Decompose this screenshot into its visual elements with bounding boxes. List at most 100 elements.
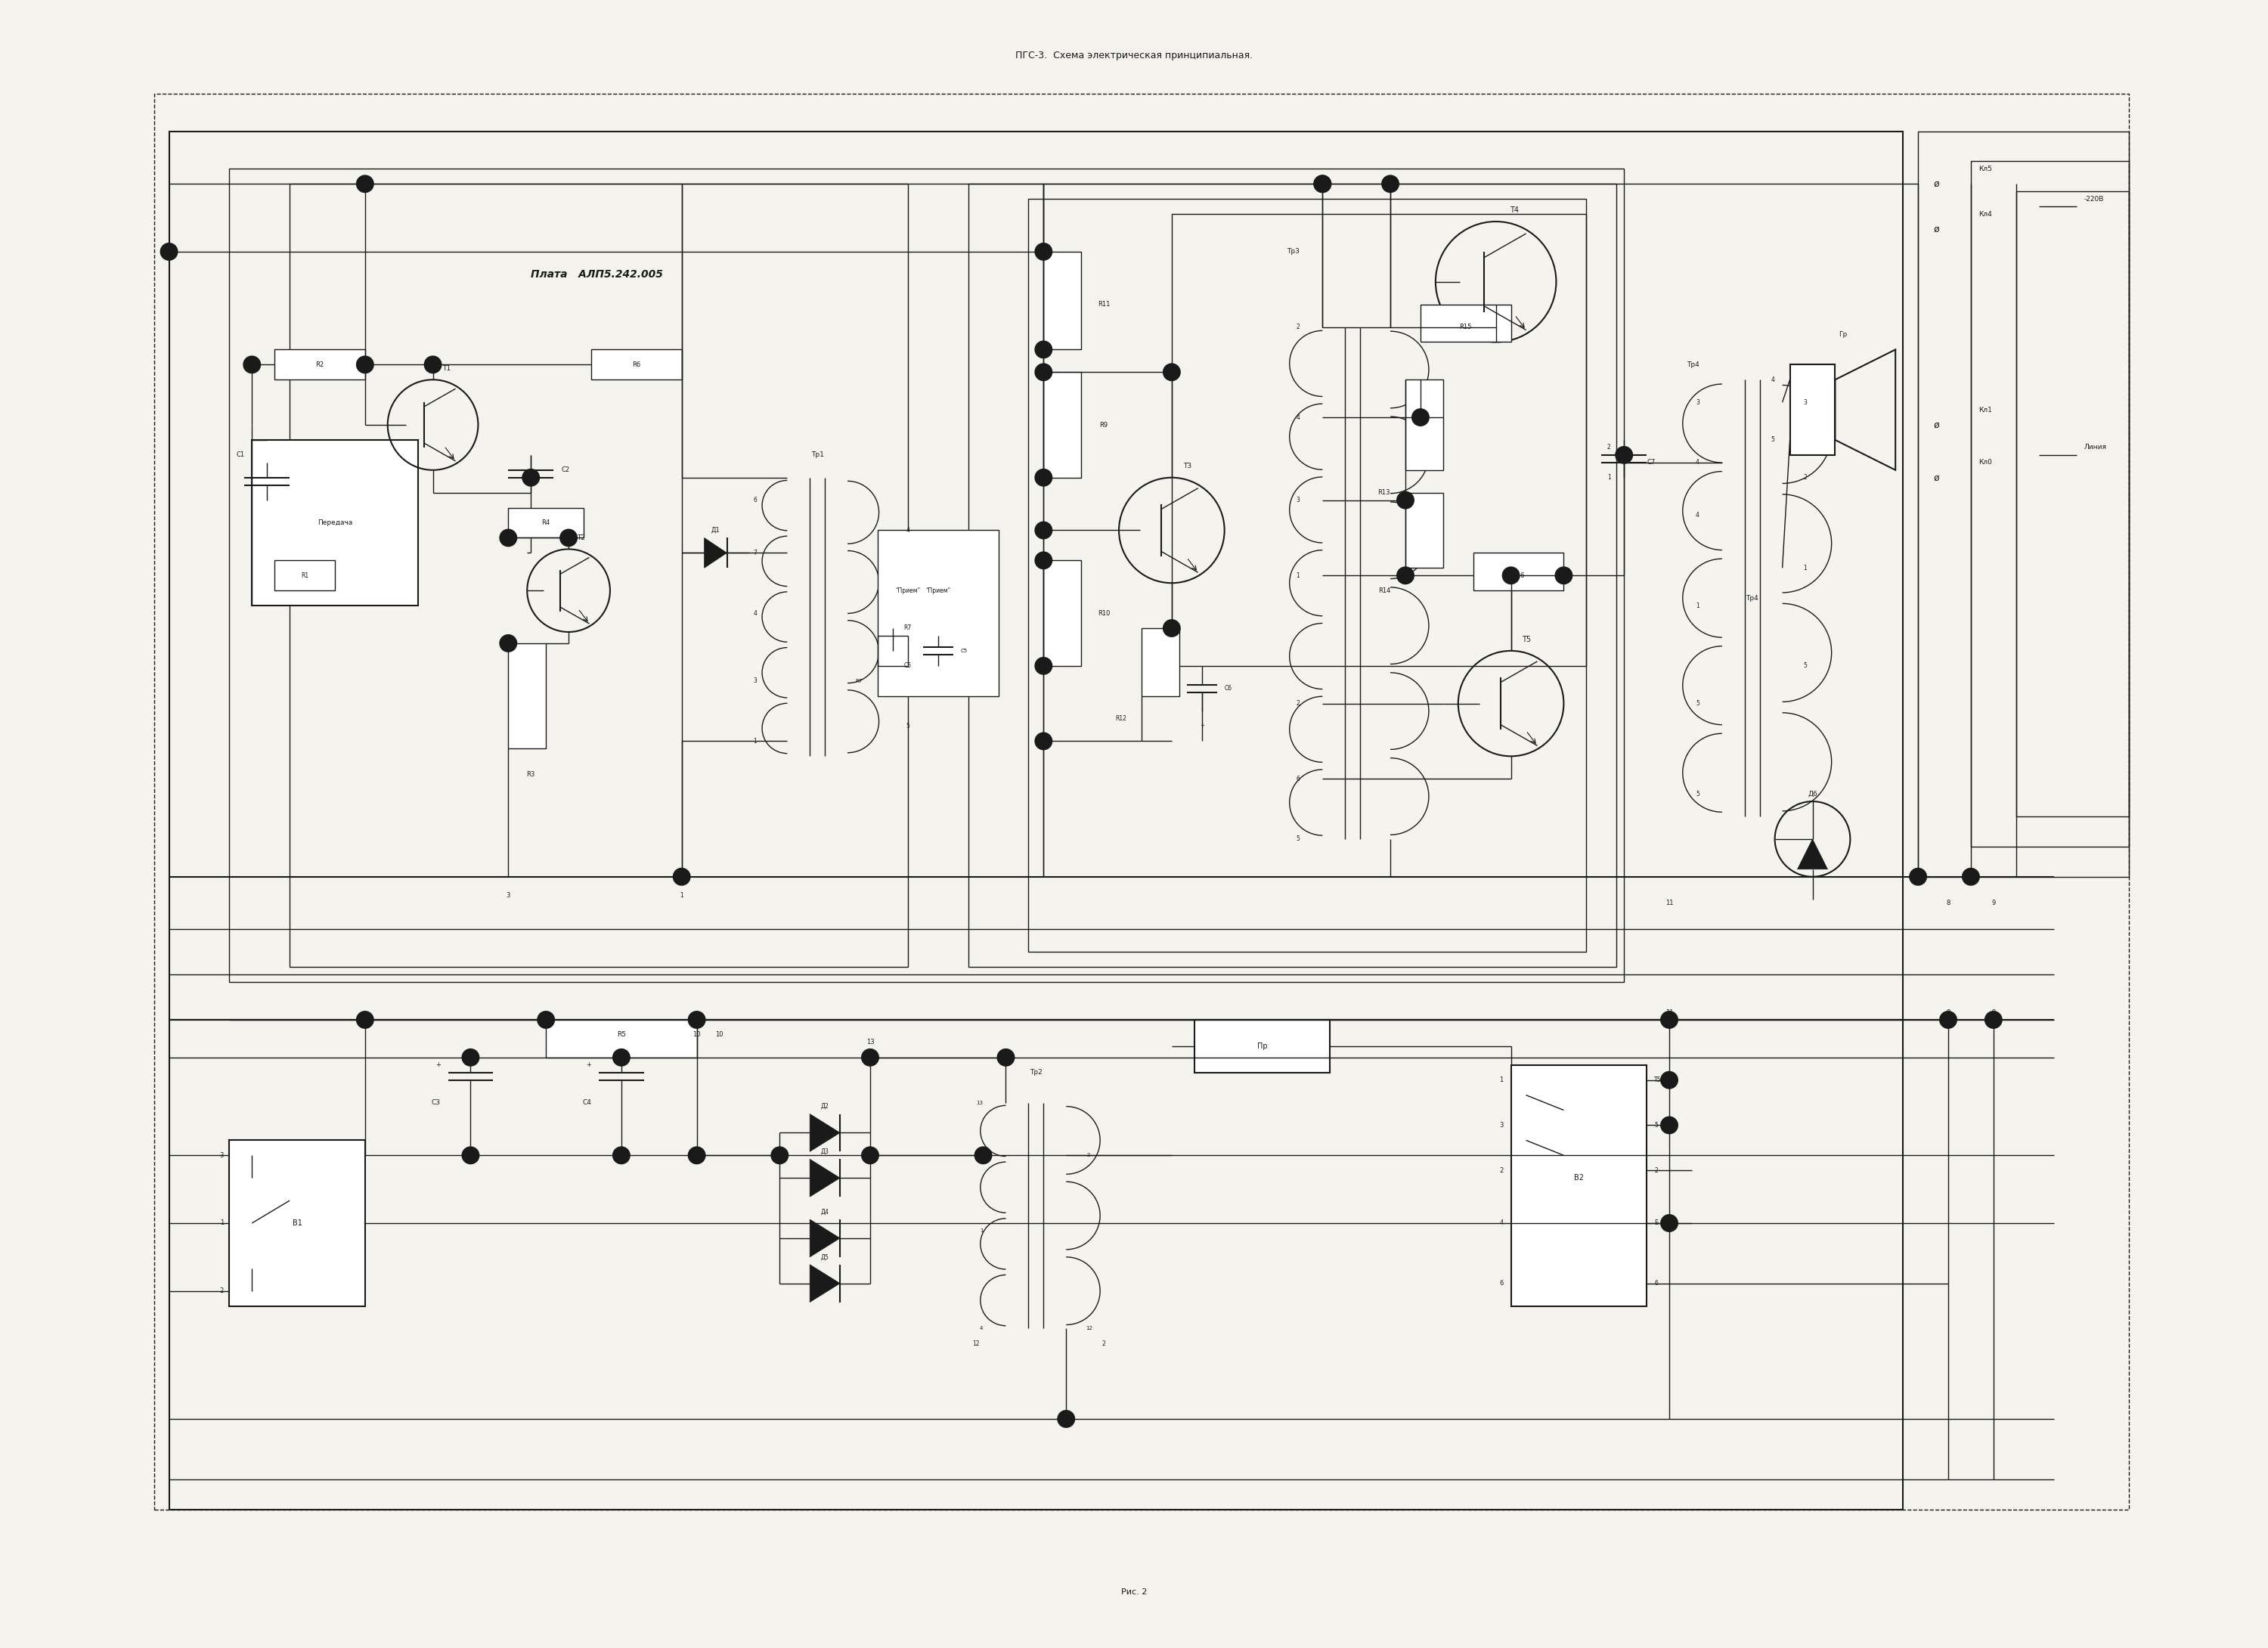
Text: T5: T5 [1653,1076,1662,1083]
Text: 10: 10 [714,1032,723,1038]
Text: Рис. 2: Рис. 2 [1120,1589,1148,1595]
Text: 3: 3 [220,1152,225,1159]
Polygon shape [1799,839,1828,868]
Text: 6: 6 [753,496,758,504]
Text: T3: T3 [1184,463,1191,470]
Bar [1406,379,1442,470]
Bar [1141,628,1179,695]
Circle shape [862,1048,880,1066]
Circle shape [1554,567,1572,585]
Text: R3: R3 [526,771,535,778]
Text: 4: 4 [905,527,909,534]
Text: 5: 5 [1297,836,1300,842]
Text: Д6: Д6 [1808,791,1817,798]
Text: T5: T5 [1522,636,1531,643]
Text: 1: 1 [220,1220,225,1226]
Circle shape [356,175,374,193]
Circle shape [161,242,179,260]
Circle shape [522,468,540,486]
Text: R15: R15 [1461,323,1472,330]
Circle shape [612,1147,631,1165]
Circle shape [862,1147,880,1165]
Circle shape [1660,1215,1678,1233]
Text: 9: 9 [1991,1009,1996,1015]
Text: 5: 5 [1696,700,1699,707]
Circle shape [1034,242,1052,260]
Text: 3: 3 [1297,496,1300,504]
Text: Кл4: Кл4 [1978,211,1991,218]
Text: 4: 4 [1297,414,1300,420]
Text: Д5: Д5 [821,1254,830,1261]
Text: R11: R11 [1098,302,1109,308]
Bar [290,185,907,967]
Text: +: + [585,1061,592,1068]
Text: 5: 5 [1696,791,1699,798]
Text: Тр3: Тр3 [1288,249,1300,255]
Text: Тр4: Тр4 [1687,361,1699,368]
Circle shape [1984,1010,2003,1028]
Text: 2: 2 [1297,323,1300,330]
Text: 13: 13 [866,1038,873,1046]
Bar [1420,305,1510,343]
Bar [592,349,683,379]
Circle shape [1411,409,1429,427]
Text: +: + [435,1061,440,1068]
Text: 2: 2 [1499,1167,1504,1173]
Text: 4: 4 [1696,460,1699,466]
Bar [1173,214,1585,666]
Circle shape [674,868,692,885]
Circle shape [1057,1411,1075,1427]
Text: R14: R14 [1379,587,1390,593]
Text: Тр1: Тр1 [812,452,823,458]
Circle shape [612,1048,631,1066]
Bar [1919,132,2130,877]
Text: Д1: Д1 [712,527,719,534]
Text: Кл1: Кл1 [1978,407,1991,414]
Circle shape [1313,175,1331,193]
Text: 4: 4 [1499,1220,1504,1226]
Circle shape [1034,363,1052,381]
Circle shape [1939,1010,1957,1028]
Text: R7: R7 [905,625,912,631]
Text: Плата   АЛП5.242.005: Плата АЛП5.242.005 [531,269,662,280]
Text: Д2: Д2 [821,1103,830,1109]
Circle shape [1962,868,1980,885]
Text: ø: ø [1932,180,1939,190]
Text: Б: Б [1653,1220,1658,1226]
Text: 7: 7 [753,549,758,557]
Bar [1195,1020,1329,1073]
Text: "Прием": "Прием" [925,587,950,593]
Bar [229,168,1624,982]
Text: 3: 3 [753,677,758,684]
Text: 5: 5 [1771,437,1776,443]
Text: 1: 1 [1499,1076,1504,1083]
Circle shape [975,1147,993,1165]
Circle shape [687,1147,705,1165]
Text: 3: 3 [980,1154,984,1157]
Text: 6: 6 [1499,1280,1504,1287]
Circle shape [499,529,517,547]
Text: R7: R7 [855,679,862,684]
Circle shape [1660,1116,1678,1134]
Bar [1474,552,1563,590]
Circle shape [560,529,578,547]
Bar [1510,1065,1647,1305]
Circle shape [771,1147,789,1165]
Text: C1: C1 [236,452,245,458]
Text: 2: 2 [220,1287,225,1294]
Bar [508,643,547,748]
Text: 1: 1 [1297,572,1300,578]
Polygon shape [810,1220,839,1257]
Text: 12: 12 [973,1340,980,1346]
Text: R9: R9 [1100,422,1109,428]
Circle shape [460,1147,479,1165]
Circle shape [1381,175,1399,193]
Text: Д4: Д4 [821,1208,830,1215]
Bar [1043,372,1082,478]
Polygon shape [810,1264,839,1302]
Text: T4: T4 [1510,206,1520,214]
Text: 1: 1 [1608,475,1610,481]
Text: 11: 11 [1665,1009,1674,1015]
Text: 8: 8 [1946,1009,1950,1015]
Bar [252,440,417,605]
